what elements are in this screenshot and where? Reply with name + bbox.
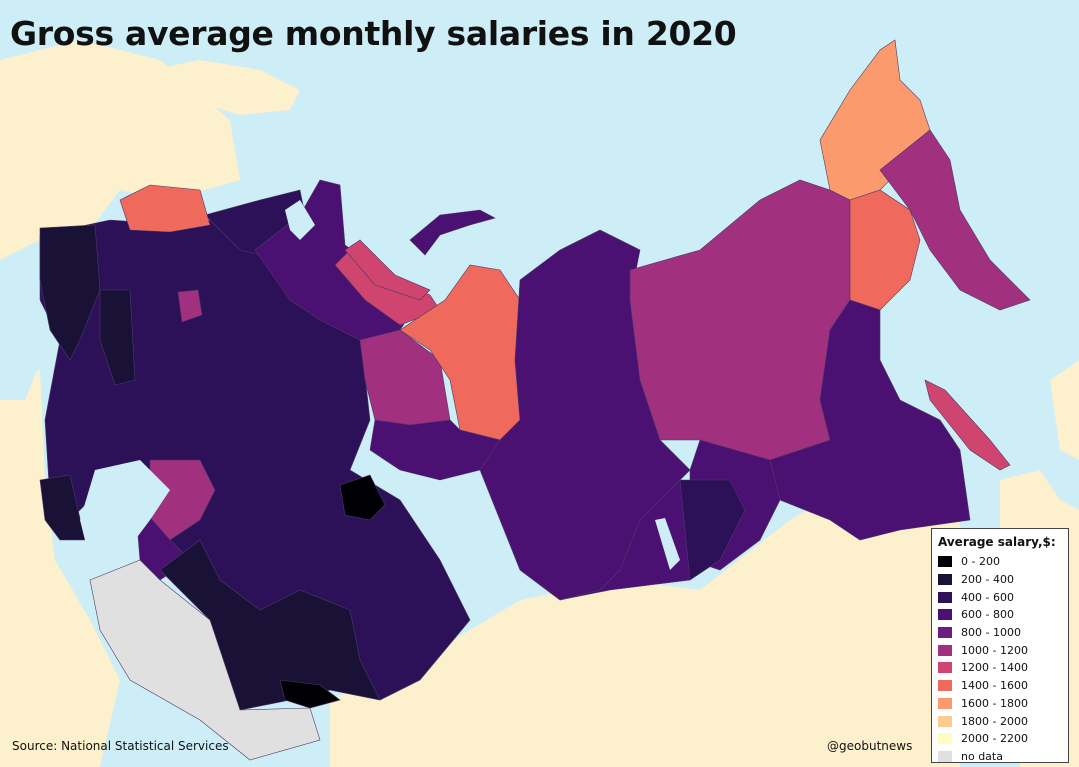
region-yamal-coast[interactable] [344,239,431,301]
legend-item: 2000 - 2200 [938,730,1062,748]
legend-label: 600 - 800 [961,608,1014,622]
legend-swatch [938,662,952,674]
author-credit: @geobutnews [827,739,913,753]
legend-swatch [938,697,952,709]
legend-label: 200 - 400 [961,573,1014,587]
region-ukraine-west[interactable] [39,474,86,541]
legend-swatch [938,644,952,656]
legend-item: 800 - 1000 [938,624,1062,642]
legend-item: 0 - 200 [938,553,1062,571]
region-urals-south[interactable] [339,474,386,521]
map-title: Gross average monthly salaries in 2020 [10,14,737,53]
legend-label: 400 - 600 [961,590,1014,604]
svalbard-landmass [150,60,300,115]
legend-label: 0 - 200 [961,555,1000,569]
legend-item: 1600 - 1800 [938,695,1062,713]
legend-label: 2000 - 2200 [961,732,1028,746]
baltic-sea [0,300,45,400]
white-sea [285,200,315,240]
region-irkutsk[interactable] [559,479,691,601]
legend-label: 1400 - 1600 [961,679,1028,693]
legend-swatch [938,556,952,568]
legend-title: Average salary,$: [938,535,1056,549]
alaska-landmass [1050,360,1079,460]
legend-label: 1000 - 1200 [961,643,1028,657]
region-khabarovsk[interactable] [769,299,971,541]
legend-label: 1600 - 1800 [961,696,1028,710]
legend-swatch [938,680,952,692]
legend-items: 0 - 200 200 - 400 400 - 600 600 - 800 800 - … [938,553,1062,765]
legend-swatch [938,715,952,727]
legend-swatch [938,609,952,621]
legend-swatch [938,750,952,762]
legend-swatch [938,574,952,586]
source-note: Source: National Statistical Services [12,739,229,753]
legend-swatch [938,591,952,603]
region-no-data[interactable] [89,559,321,761]
region-central-asia-south[interactable] [279,679,341,709]
legend-item: 400 - 600 [938,588,1062,606]
region-kamchatka[interactable] [879,129,1031,311]
legend-item: 1000 - 1200 [938,641,1062,659]
region-moscow[interactable] [177,289,203,323]
region-tyumen[interactable] [369,419,501,481]
legend-label: 1800 - 2000 [961,714,1028,728]
map-legend: Average salary,$: 0 - 200 200 - 400 400 - … [931,528,1069,763]
china-landmass [330,480,960,767]
caspian-sea [80,460,170,560]
legend-item: no data [938,748,1062,766]
europe-south-landmass [0,370,120,767]
region-novaya-zemlya[interactable] [409,209,496,256]
legend-label: no data [961,749,1003,763]
lake-baikal [655,518,680,570]
legend-item: 1800 - 2000 [938,712,1062,730]
legend-item: 600 - 800 [938,606,1062,624]
region-murmansk[interactable] [119,184,211,233]
legend-swatch [938,733,952,745]
legend-item: 1400 - 1600 [938,677,1062,695]
legend-item: 1200 - 1400 [938,659,1062,677]
legend-swatch [938,627,952,639]
region-sakhalin[interactable] [924,379,1011,471]
legend-label: 800 - 1000 [961,626,1021,640]
region-baltic[interactable] [39,224,101,361]
legend-label: 1200 - 1400 [961,661,1028,675]
region-belarus[interactable] [99,289,136,386]
legend-item: 200 - 400 [938,571,1062,589]
